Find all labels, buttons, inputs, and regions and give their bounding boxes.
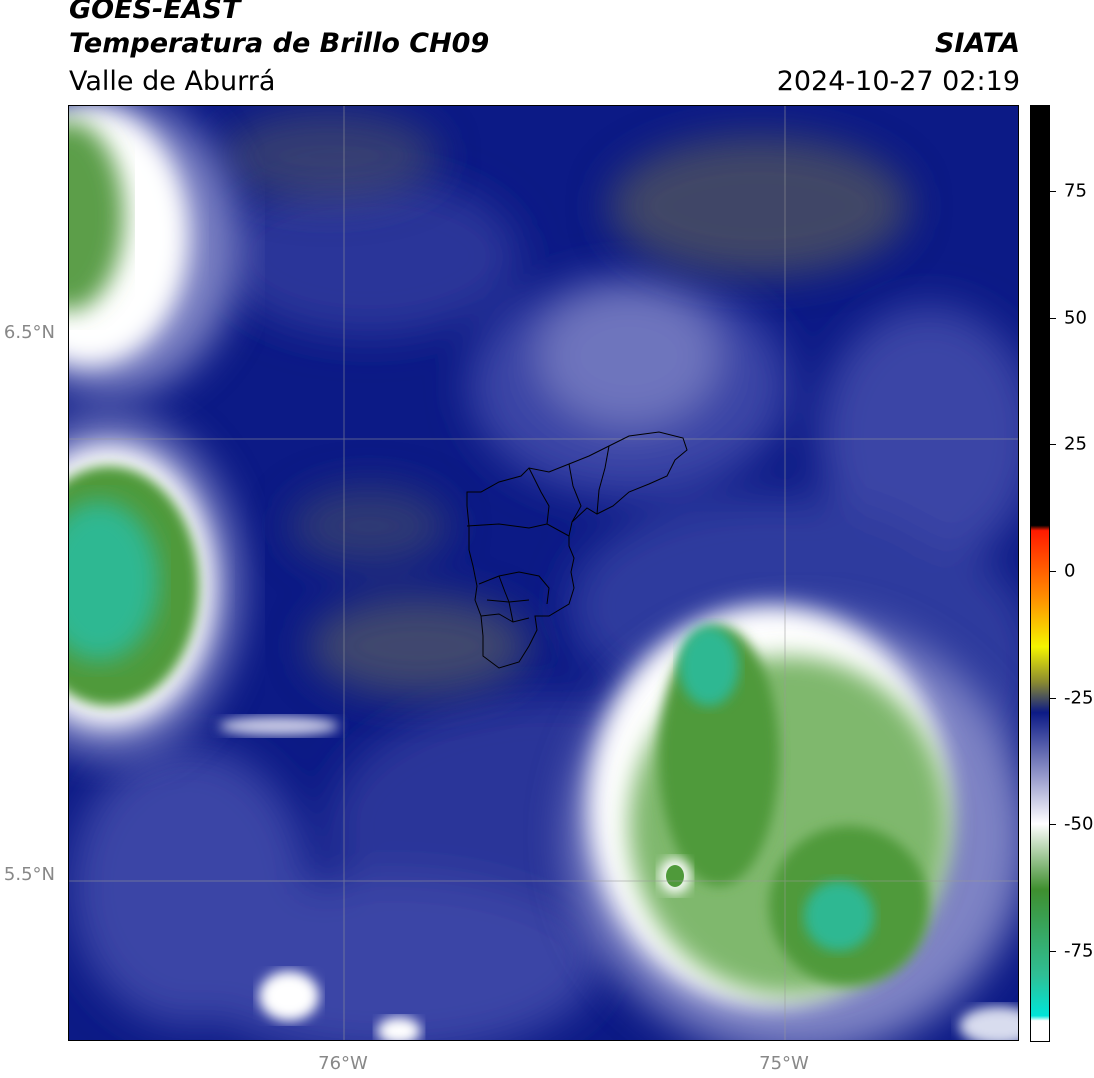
boundary-outer [466, 431, 688, 669]
colorbar-tick [1050, 570, 1056, 572]
boundary-girardota [596, 445, 610, 515]
colorbar-tick [1050, 824, 1056, 826]
colorbar-tick [1050, 950, 1056, 952]
lat-lon-gridlines [69, 106, 1018, 1040]
organization-label: SIATA [934, 28, 1020, 59]
valle-de-aburra-municipal-boundaries [466, 431, 688, 669]
colorbar-tick [1050, 697, 1056, 699]
colorbar-tick-label: -50 [1064, 813, 1094, 835]
colorbar-tick-label: -75 [1064, 940, 1094, 962]
colorbar-tick-label: 50 [1064, 307, 1087, 329]
boundary-itagui [478, 571, 550, 605]
boundary-copacabana [568, 463, 582, 523]
colorbar-tick-label: 75 [1064, 180, 1087, 202]
colorbar-tick [1050, 317, 1056, 319]
colorbar-tick-label: 25 [1064, 433, 1087, 455]
region-label: Valle de Aburrá [69, 66, 276, 97]
white-cloud-patches [219, 716, 1018, 1040]
lon-label-76w: 76°W [318, 1053, 368, 1074]
boundary-medellin-north [466, 523, 548, 529]
boundary-bello [528, 467, 570, 537]
olive-warm-regions [219, 111, 909, 696]
colorbar-tick [1050, 191, 1056, 193]
map-subtitle: Temperatura de Brillo CH09 [69, 28, 490, 59]
map-title: GOES-EAST [69, 0, 241, 25]
lat-label-6-5n: 6.5°N [3, 322, 55, 343]
colorbar-tick-label: 0 [1064, 560, 1076, 582]
brightness-temperature-field [69, 106, 1018, 1040]
deep-convection-northwest [69, 106, 239, 396]
boundary-sabaneta [498, 575, 514, 623]
timestamp-label: 2024-10-27 02:19 [776, 66, 1020, 97]
deep-convection-southeast [569, 606, 1018, 1040]
deep-convection-west [69, 416, 239, 756]
colorbar [1030, 105, 1050, 1042]
colorbar-tick [1050, 444, 1056, 446]
boundary-caldas [480, 613, 530, 623]
satellite-map[interactable] [68, 105, 1019, 1041]
lon-label-75w: 75°W [759, 1053, 809, 1074]
lat-label-5-5n: 5.5°N [3, 864, 55, 885]
colorbar-tick-label: -25 [1064, 687, 1094, 709]
